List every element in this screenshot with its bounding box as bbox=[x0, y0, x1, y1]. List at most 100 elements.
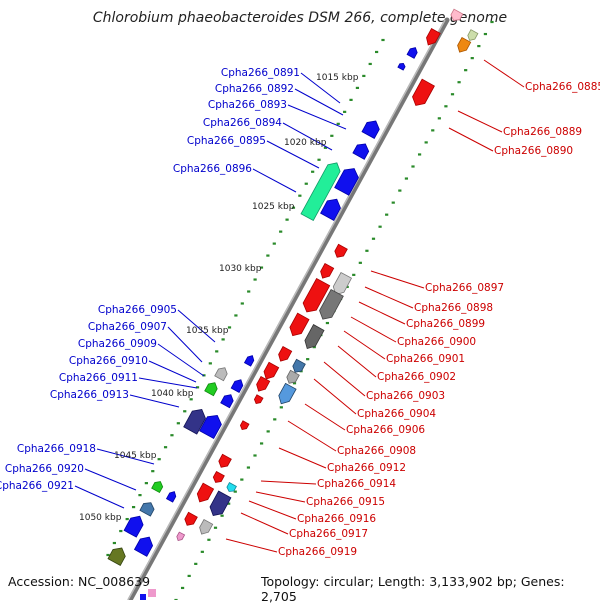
gene-arrow bbox=[334, 243, 348, 258]
gene-arrow bbox=[256, 375, 271, 392]
gene-arrow bbox=[286, 369, 300, 384]
leader-line bbox=[96, 448, 155, 465]
leader-line bbox=[266, 140, 320, 169]
leader-line bbox=[260, 480, 317, 485]
leader-line bbox=[74, 485, 125, 509]
outer-tick-dot bbox=[220, 514, 224, 517]
inner-tick-dot bbox=[304, 182, 308, 185]
gene-arrow bbox=[199, 518, 214, 535]
inner-tick-dot bbox=[355, 86, 360, 90]
outer-tick-dot bbox=[187, 574, 191, 578]
inner-tick-dot bbox=[381, 38, 385, 42]
outer-tick-dot bbox=[253, 454, 257, 457]
inner-tick-dot bbox=[298, 194, 302, 197]
outer-tick-dot bbox=[240, 478, 244, 481]
left-gene-labels[interactable]: Cpha266_0891 Cpha266_0892 Cpha266_0893 Cpha… bbox=[0, 67, 300, 492]
outer-tick-dot bbox=[365, 249, 369, 252]
gene-arrow bbox=[183, 409, 206, 435]
outer-tick-dot bbox=[312, 346, 316, 349]
gene-label: Cpha266_0890 bbox=[494, 145, 573, 157]
gene-arrow bbox=[139, 502, 155, 517]
outer-tick-dot bbox=[470, 57, 474, 60]
inner-tick-dot bbox=[247, 290, 251, 293]
outer-tick-dot bbox=[398, 189, 402, 192]
gene-arrow bbox=[457, 36, 472, 53]
kbp-label: 1035 kbp bbox=[186, 326, 229, 336]
inner-tick-dot bbox=[362, 74, 366, 78]
gene-label: Cpha266_0909 bbox=[78, 338, 157, 350]
gene-label: Cpha266_0911 bbox=[59, 372, 138, 384]
leader-line bbox=[448, 127, 494, 152]
leader-line bbox=[138, 377, 198, 389]
gene-arrow bbox=[302, 277, 331, 313]
inner-tick-dot bbox=[215, 350, 219, 353]
label-leaders bbox=[74, 59, 525, 553]
leader-line bbox=[350, 316, 397, 343]
gene-label: Cpha266_0904 bbox=[357, 408, 436, 420]
leader-line bbox=[304, 403, 346, 431]
gene-label: Cpha266_0895 bbox=[187, 135, 266, 147]
inner-tick-dot bbox=[336, 122, 340, 125]
kbp-label: 1050 kbp bbox=[79, 513, 122, 523]
inner-tick-dot bbox=[208, 362, 212, 365]
leader-line bbox=[148, 360, 197, 383]
outer-tick-dot bbox=[259, 442, 264, 445]
gene-features[interactable] bbox=[107, 8, 479, 600]
gene-arrow bbox=[230, 379, 244, 393]
gene-arrow bbox=[300, 162, 341, 222]
outer-tick-dot bbox=[207, 538, 211, 541]
gene-arrow bbox=[397, 62, 406, 71]
gene-arrow bbox=[263, 361, 280, 380]
gene-arrow bbox=[209, 490, 232, 516]
leader-line bbox=[240, 512, 289, 535]
gene-arrow bbox=[107, 547, 126, 566]
gene-label: Cpha266_0918 bbox=[17, 443, 96, 455]
gene-label: Cpha266_0898 bbox=[414, 302, 493, 314]
inner-tick-dot bbox=[240, 302, 244, 305]
gene-arrow bbox=[184, 511, 198, 526]
gene-arrow bbox=[253, 394, 264, 404]
gene-arrow bbox=[212, 470, 225, 483]
leader-line bbox=[287, 420, 337, 452]
gene-arrow bbox=[220, 394, 234, 409]
gene-label: Cpha266_0891 bbox=[221, 67, 300, 79]
gene-arrow bbox=[332, 271, 353, 296]
gene-label: Cpha266_0915 bbox=[306, 496, 385, 508]
right-gene-labels[interactable]: Cpha266_0885 Cpha266_0889 Cpha266_0890 Cpha… bbox=[278, 81, 600, 558]
gene-arrow bbox=[320, 198, 341, 221]
gene-arrow bbox=[292, 358, 306, 373]
inner-tick-dot bbox=[125, 517, 129, 521]
leader-line bbox=[248, 500, 297, 520]
gene-arrow bbox=[352, 143, 370, 160]
inner-tick-dot bbox=[317, 158, 321, 161]
leader-line bbox=[167, 326, 203, 363]
kbp-label: 1015 kbp bbox=[316, 73, 359, 83]
gene-label: Cpha266_0921 bbox=[0, 480, 74, 492]
outer-tick-dot bbox=[273, 418, 277, 421]
gene-label: Cpha266_0885 bbox=[525, 81, 600, 93]
outer-tick-dot bbox=[431, 129, 435, 132]
outer-tick-dot bbox=[174, 598, 178, 600]
gene-arrow bbox=[151, 481, 164, 494]
outer-tick-dot bbox=[266, 430, 270, 433]
gene-arrow bbox=[218, 453, 232, 468]
inner-tick-dot bbox=[144, 482, 148, 485]
gene-label: Cpha266_0892 bbox=[215, 83, 294, 95]
inner-tick-dot bbox=[195, 386, 200, 389]
gene-label: Cpha266_0894 bbox=[203, 117, 282, 129]
outer-tick-dot bbox=[417, 153, 422, 156]
outer-tick-dot bbox=[200, 550, 204, 553]
gene-arrow bbox=[123, 515, 144, 538]
gene-label: Cpha266_0907 bbox=[88, 321, 167, 333]
accession-label: Accession: NC_008639 bbox=[8, 574, 151, 589]
kbp-label: 1025 kbp bbox=[252, 202, 295, 212]
gene-arrow bbox=[320, 262, 335, 279]
outer-tick-dot bbox=[180, 586, 185, 590]
gene-arrow bbox=[450, 8, 464, 21]
gene-label: Cpha266_0889 bbox=[503, 126, 582, 138]
gene-arrow bbox=[412, 78, 435, 106]
outer-tick-dot bbox=[411, 165, 415, 168]
outer-tick-dot bbox=[404, 177, 409, 180]
outer-tick-dot bbox=[213, 526, 218, 529]
